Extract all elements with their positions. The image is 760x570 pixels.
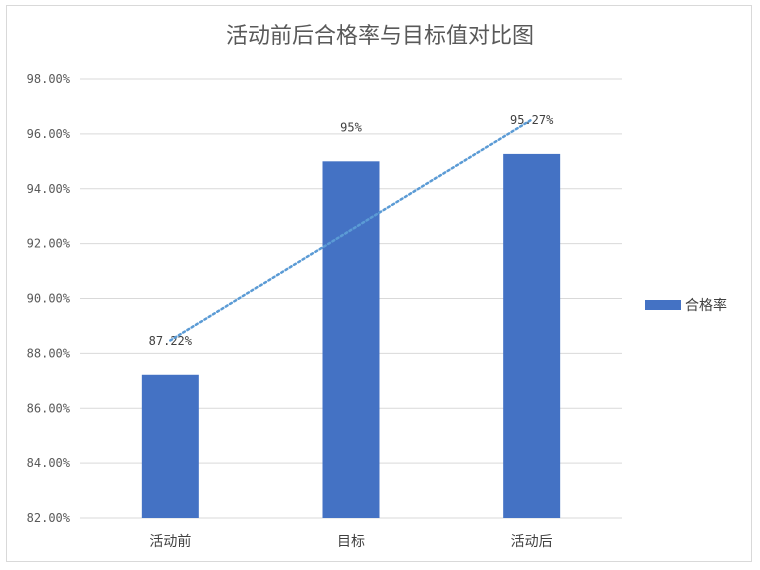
y-tick-label: 82.00% bbox=[27, 511, 71, 525]
bar bbox=[141, 374, 199, 518]
legend: 合格率 bbox=[645, 295, 727, 315]
data-label: 95.27% bbox=[510, 113, 554, 127]
y-tick-label: 86.00% bbox=[27, 401, 71, 415]
y-tick-label: 88.00% bbox=[27, 346, 71, 360]
x-tick-label: 目标 bbox=[337, 534, 365, 550]
trendline bbox=[169, 118, 533, 342]
x-tick-label: 活动前 bbox=[149, 533, 191, 550]
legend-label: 合格率 bbox=[685, 298, 727, 314]
data-label: 95% bbox=[340, 120, 362, 134]
bar bbox=[503, 153, 561, 519]
bar bbox=[322, 161, 380, 518]
y-tick-label: 84.00% bbox=[27, 456, 71, 470]
y-tick-label: 94.00% bbox=[27, 182, 71, 196]
legend-swatch bbox=[645, 300, 681, 310]
y-tick-label: 92.00% bbox=[27, 237, 71, 251]
y-tick-label: 90.00% bbox=[27, 292, 71, 306]
y-tick-label: 96.00% bbox=[27, 127, 71, 141]
y-tick-label: 98.00% bbox=[27, 72, 71, 86]
chart-title: 活动前后合格率与目标值对比图 bbox=[225, 24, 534, 49]
x-tick-label: 活动后 bbox=[511, 534, 553, 550]
